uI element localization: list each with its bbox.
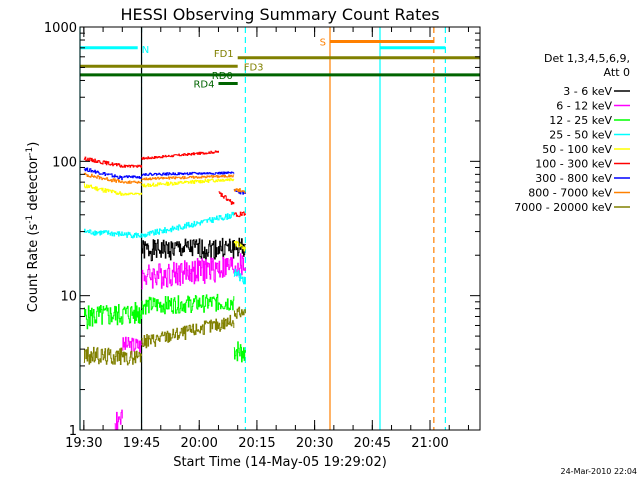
series-3-6-kev — [141, 237, 246, 262]
x-axis-label: Start Time (14-May-05 19:29:02) — [173, 455, 387, 470]
legend-label-300-800-kev: 300 - 800 keV — [535, 172, 612, 185]
series-segment-300-800-kev-0 — [83, 167, 123, 180]
data-series — [83, 150, 246, 431]
x-tick-label-20-00: 20:00 — [180, 436, 217, 451]
legend-label-50-100-kev: 50 - 100 keV — [542, 143, 612, 156]
series-segment-100-300-kev-0 — [83, 156, 123, 168]
series-segment-50-100-kev-2 — [141, 177, 235, 188]
legend-label-3-6-kev: 3 - 6 keV — [563, 85, 612, 98]
flag-label-s: S — [320, 37, 326, 48]
series-segment-7000-20000-kev-2 — [141, 314, 235, 349]
series-segment-7000-20000-kev-1 — [122, 350, 142, 366]
flag-label-fd3: FD3 — [244, 62, 264, 73]
series-segment-7000-20000-kev-0 — [83, 346, 123, 365]
x-tick-label-20-45: 20:45 — [354, 436, 391, 451]
x-tick-label-19-30: 19:30 — [65, 436, 102, 451]
timestamp: 24-Mar-2010 22:04 — [561, 467, 638, 476]
series-segment-50-100-kev-3 — [233, 240, 246, 252]
series-segment-12-25-kev-0 — [83, 302, 142, 330]
series-segment-100-300-kev-4 — [233, 211, 246, 218]
y-tick-label-1: 1 — [69, 424, 77, 439]
y-tick-label-100: 100 — [52, 155, 77, 170]
series-segment-25-50-kev-1 — [141, 211, 235, 238]
series-12-25-kev — [83, 293, 246, 363]
flag-label-rd4: RD4 — [193, 79, 214, 90]
axes: 19:30 19:45 20:00 20:15 20:30 20:45 21:00 1 10 10… — [44, 21, 480, 451]
legend: Det 1,3,4,5,6,9, Att 0 3 - 6 keV 6 - 12 k… — [514, 52, 630, 214]
series-segment-3-6-kev-0 — [141, 237, 246, 262]
series-7000-20000-kev — [83, 306, 246, 366]
legend-label-7000-20000-kev: 7000 - 20000 keV — [514, 201, 612, 214]
x-tick-label-21-00: 21:00 — [411, 436, 448, 451]
series-segment-800-7000-kev-2 — [141, 174, 235, 181]
y-axis-label-part3: ) — [26, 142, 41, 147]
y-axis-label: Count Rate (s-1 detector-1) — [25, 142, 41, 313]
legend-label-800-7000-kev: 800 - 7000 keV — [528, 187, 612, 200]
series-segment-6-12-kev-2 — [141, 253, 246, 290]
series-segment-300-800-kev-2 — [141, 171, 235, 176]
legend-header-detectors: Det 1,3,4,5,6,9, — [544, 52, 630, 65]
series-800-7000-kev — [83, 172, 246, 194]
flag-label-fd1: FD1 — [214, 49, 234, 60]
series-segment-7000-20000-kev-3 — [233, 306, 246, 319]
x-tick-label-20-30: 20:30 — [296, 436, 333, 451]
series-segment-25-50-kev-2 — [233, 268, 246, 285]
legend-header-attenuator: Att 0 — [604, 66, 630, 79]
series-25-50-kev — [83, 211, 246, 285]
series-segment-50-100-kev-1 — [122, 192, 142, 196]
chart-title: HESSI Observing Summary Count Rates — [120, 5, 439, 24]
series-segment-100-300-kev-1 — [122, 164, 142, 168]
series-segment-800-7000-kev-0 — [83, 172, 123, 183]
flag-label-n: N — [142, 45, 149, 56]
y-tick-label-10: 10 — [60, 290, 77, 305]
y-axis-label-part2: detector — [26, 155, 41, 215]
series-segment-12-25-kev-2 — [233, 341, 246, 363]
series-segment-800-7000-kev-1 — [122, 180, 142, 184]
vertical-markers — [79, 27, 446, 430]
y-axis-label-sup1: -1 — [25, 215, 35, 224]
series-segment-6-12-kev-1 — [122, 336, 142, 355]
series-segment-800-7000-kev-3 — [233, 188, 246, 194]
legend-label-25-50-kev: 25 - 50 keV — [549, 129, 612, 142]
series-segment-300-800-kev-1 — [122, 175, 142, 179]
legend-label-6-12-kev: 6 - 12 keV — [556, 100, 612, 113]
series-50-100-kev — [83, 177, 246, 252]
plot-frame — [79, 26, 481, 431]
series-segment-100-300-kev-2 — [141, 150, 219, 160]
y-axis-label-sup2: -1 — [25, 147, 35, 156]
y-axis-label-part1: Count Rate (s — [26, 224, 41, 313]
series-segment-100-300-kev-3 — [218, 191, 235, 205]
y-tick-label-1000: 1000 — [44, 21, 77, 36]
legend-label-100-300-kev: 100 - 300 keV — [535, 158, 612, 171]
series-segment-12-25-kev-1 — [141, 293, 235, 315]
legend-label-12-25-kev: 12 - 25 keV — [549, 114, 612, 127]
x-tick-label-19-45: 19:45 — [123, 436, 160, 451]
flag-label-rd0: RD0 — [212, 71, 233, 82]
series-segment-50-100-kev-0 — [83, 183, 123, 196]
x-tick-label-20-15: 20:15 — [238, 436, 275, 451]
series-100-300-kev — [83, 150, 246, 218]
series-segment-25-50-kev-0 — [83, 228, 142, 239]
